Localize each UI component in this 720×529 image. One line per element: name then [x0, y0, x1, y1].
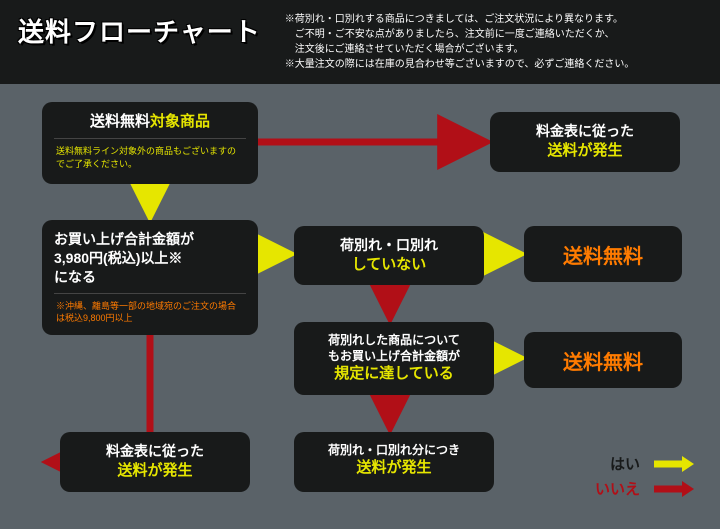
text: 料金表に従った: [502, 122, 668, 141]
text-free: 送料無料: [563, 346, 643, 375]
node-sub: ※沖縄、離島等一部の地域宛のご注文の場合は税込9,800円以上: [54, 300, 246, 325]
text: 送料無料: [90, 113, 150, 130]
text: 荷別れした商品について: [306, 332, 482, 348]
header: 送料フローチャート ※荷別れ・口別れする商品につきましては、ご注文状況により異な…: [0, 0, 720, 84]
text-accent: していない: [306, 255, 472, 275]
text: 荷別れ・口別れ: [306, 236, 472, 255]
node-not-split: 荷別れ・口別れ していない: [294, 226, 484, 285]
text: 3,980円(税込)以上※: [54, 249, 246, 268]
legend-yes-row: はい: [595, 453, 694, 474]
text-accent: 送料が発生: [502, 141, 668, 161]
legend: はい いいえ: [595, 449, 694, 503]
node-fee-by-table-1: 料金表に従った 送料が発生: [490, 112, 680, 172]
text: お買い上げ合計金額が: [54, 230, 246, 249]
page-title: 送料フローチャート: [18, 12, 261, 49]
separator: [54, 293, 246, 294]
text: 料金表に従った: [72, 442, 238, 461]
note-line: ※荷別れ・口別れする商品につきましては、ご注文状況により異なります。: [285, 12, 635, 27]
legend-no-label: いいえ: [595, 478, 640, 499]
node-free-1: 送料無料: [524, 226, 682, 282]
text-accent: 対象商品: [150, 113, 210, 130]
text-accent: 送料が発生: [72, 461, 238, 481]
text-accent: 送料が発生: [306, 458, 482, 478]
flowchart-stage: 送料無料対象商品 送料無料ライン対象外の商品もございますのでご了承ください。 料…: [0, 84, 720, 529]
text: もお買い上げ合計金額が: [306, 348, 482, 364]
text: 荷別れ・口別れ分につき: [306, 442, 482, 458]
node-title: 送料無料対象商品: [54, 112, 246, 132]
node-split-fee: 荷別れ・口別れ分につき 送料が発生: [294, 432, 494, 492]
legend-no-row: いいえ: [595, 478, 694, 499]
arrow-no-icon: [652, 481, 694, 497]
note-line: ご不明・ご不安な点がありましたら、注文前に一度ご連絡いただくか、: [285, 27, 635, 42]
node-fee-by-table-2: 料金表に従った 送料が発生: [60, 432, 250, 492]
node-total-over-3980: お買い上げ合計金額が 3,980円(税込)以上※ になる ※沖縄、離島等一部の地…: [42, 220, 258, 335]
header-notes: ※荷別れ・口別れする商品につきましては、ご注文状況により異なります。 ご不明・ご…: [285, 12, 635, 72]
separator: [54, 138, 246, 139]
text-free: 送料無料: [563, 240, 643, 269]
node-sub: 送料無料ライン対象外の商品もございますのでご了承ください。: [54, 145, 246, 170]
note-line: 注文後にご連絡させていただく場合がございます。: [285, 42, 635, 57]
node-free-2: 送料無料: [524, 332, 682, 388]
node-split-meets-threshold: 荷別れした商品について もお買い上げ合計金額が 規定に達している: [294, 322, 494, 395]
note-line: ※大量注文の際には在庫の見合わせ等ございますので、必ずご連絡ください。: [285, 57, 635, 72]
node-free-shipping-eligible: 送料無料対象商品 送料無料ライン対象外の商品もございますのでご了承ください。: [42, 102, 258, 184]
arrow-yes-icon: [652, 456, 694, 472]
legend-yes-label: はい: [610, 453, 640, 474]
text-accent: 規定に達している: [306, 364, 482, 384]
text: になる: [54, 268, 246, 287]
